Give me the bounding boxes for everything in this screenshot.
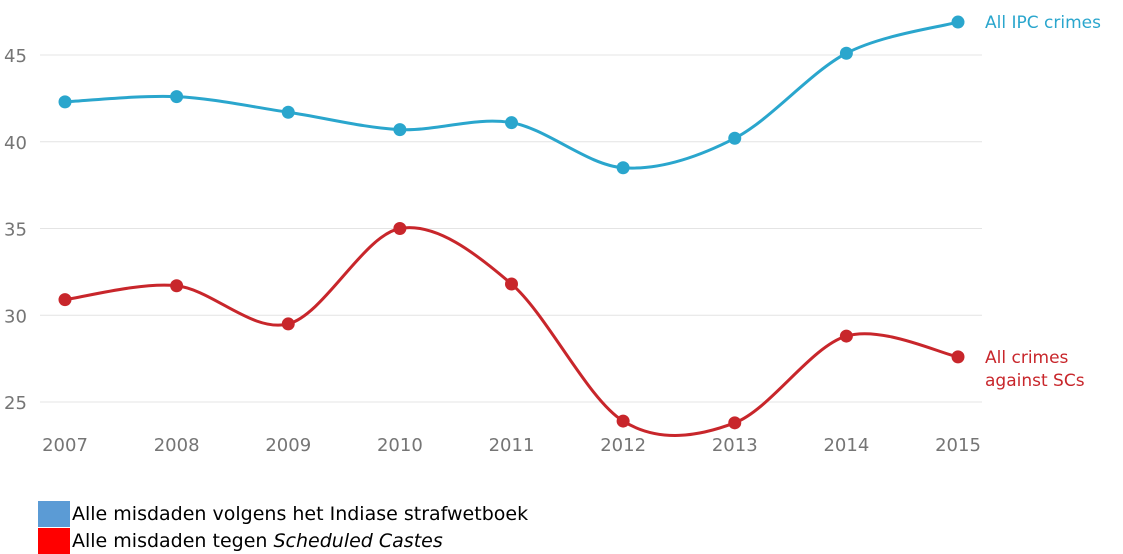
legend-item-ipc: Alle misdaden volgens het Indiase strafw… bbox=[38, 500, 528, 527]
point-sc-2008 bbox=[170, 279, 184, 293]
point-sc-2010 bbox=[393, 222, 407, 235]
x-axis-tick-labels: 2007 2008 2009 2010 2011 2012 2013 2014 2015 bbox=[42, 435, 981, 456]
y-tick-label-45: 45 bbox=[4, 46, 27, 67]
point-sc-2012 bbox=[616, 414, 630, 428]
point-sc-2011 bbox=[505, 277, 518, 291]
point-sc-2013 bbox=[728, 416, 742, 430]
y-tick-label-35: 35 bbox=[4, 220, 27, 241]
point-sc-2015 bbox=[951, 350, 965, 364]
point-sc-2014 bbox=[839, 329, 853, 343]
legend: Alle misdaden volgens het Indiase strafw… bbox=[38, 500, 528, 554]
series-label-sc-line2: against SCs bbox=[985, 371, 1085, 391]
x-tick-label-2014: 2014 bbox=[823, 435, 869, 456]
x-tick-label-2007: 2007 bbox=[42, 435, 88, 456]
x-tick-label-2011: 2011 bbox=[489, 435, 535, 456]
series-label-ipc-line1: All IPC crimes bbox=[985, 13, 1101, 33]
point-ipc-2015 bbox=[951, 15, 965, 29]
series-sc: All crimes against SCs bbox=[58, 222, 1085, 437]
series-line-ipc bbox=[64, 20, 959, 170]
point-sc-2007 bbox=[58, 293, 72, 307]
legend-label-sc-text: Alle misdaden tegen bbox=[72, 529, 274, 552]
x-tick-label-2010: 2010 bbox=[377, 435, 423, 456]
legend-label-ipc: Alle misdaden volgens het Indiase strafw… bbox=[72, 502, 529, 525]
point-ipc-2007 bbox=[58, 95, 72, 109]
y-tick-label-30: 30 bbox=[4, 306, 27, 327]
x-tick-label-2015: 2015 bbox=[935, 435, 981, 456]
y-axis-tick-labels: 25 30 35 40 45 bbox=[4, 46, 27, 414]
series-line-sc bbox=[64, 226, 959, 437]
series-label-sc-line1: All crimes bbox=[985, 348, 1069, 368]
series-group: All IPC crimes All crimes against SCs bbox=[58, 13, 1101, 437]
legend-swatch-ipc bbox=[38, 500, 70, 527]
y-tick-label-25: 25 bbox=[4, 393, 27, 414]
legend-swatch-sc bbox=[38, 527, 70, 554]
x-tick-label-2008: 2008 bbox=[154, 435, 200, 456]
point-ipc-2008 bbox=[170, 90, 184, 104]
x-tick-label-2009: 2009 bbox=[265, 435, 311, 456]
point-ipc-2011 bbox=[505, 116, 518, 130]
point-ipc-2013 bbox=[728, 131, 742, 145]
x-tick-label-2013: 2013 bbox=[712, 435, 758, 456]
point-ipc-2010 bbox=[393, 123, 407, 137]
gridlines bbox=[40, 54, 982, 403]
series-ipc: All IPC crimes bbox=[58, 13, 1101, 175]
point-ipc-2014 bbox=[839, 46, 853, 60]
legend-item-sc: Alle misdaden tegen Scheduled Castes bbox=[38, 527, 528, 554]
y-tick-label-40: 40 bbox=[4, 133, 27, 154]
point-ipc-2009 bbox=[281, 105, 295, 119]
legend-label-sc-italic: Scheduled Castes bbox=[273, 529, 443, 552]
legend-label-sc: Alle misdaden tegen Scheduled Castes bbox=[72, 530, 443, 552]
x-tick-label-2012: 2012 bbox=[600, 435, 646, 456]
point-ipc-2012 bbox=[616, 161, 630, 175]
point-sc-2009 bbox=[281, 317, 295, 331]
